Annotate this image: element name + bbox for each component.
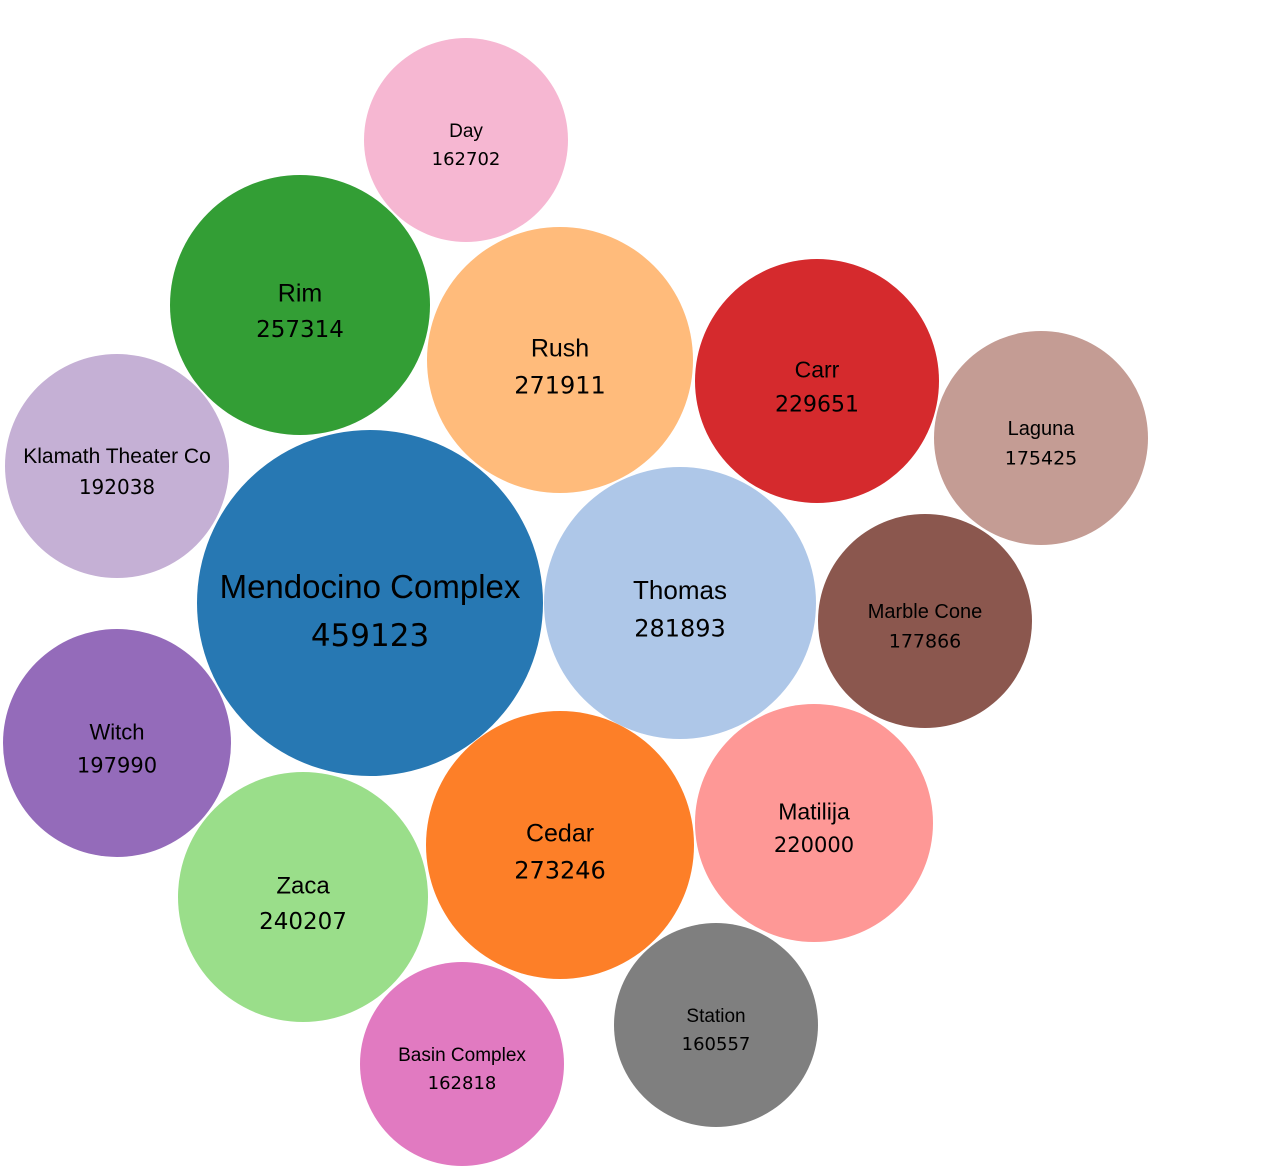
bubble-value-witch: 197990	[77, 753, 157, 777]
bubble-circle-witch	[3, 629, 231, 857]
bubble-value-mendocino-complex: 459123	[311, 618, 429, 654]
bubble-marble-cone: Marble Cone 177866	[818, 514, 1032, 728]
bubble-circle-basin-complex	[360, 962, 564, 1166]
bubble-label-rush: Rush	[531, 334, 589, 362]
bubble-value-rim: 257314	[256, 317, 344, 343]
bubble-label-klamath-theater-co: Klamath Theater Co	[23, 445, 211, 468]
bubble-circle-mendocino-complex	[197, 430, 543, 776]
bubble-label-carr: Carr	[795, 357, 840, 383]
bubble-carr: Carr 229651	[695, 259, 939, 503]
bubble-klamath-theater-co: Klamath Theater Co 192038	[5, 354, 229, 578]
bubble-circle-matilija	[695, 704, 933, 942]
bubble-witch: Witch 197990	[3, 629, 231, 857]
bubble-circle-rim	[170, 175, 430, 435]
bubble-value-zaca: 240207	[259, 909, 347, 935]
bubble-value-rush: 271911	[514, 371, 606, 399]
bubble-label-zaca: Zaca	[276, 872, 330, 899]
bubble-value-marble-cone: 177866	[889, 630, 962, 652]
bubble-mendocino-complex: Mendocino Complex 459123	[197, 430, 543, 776]
bubble-circle-day	[364, 38, 568, 242]
bubble-rush: Rush 271911	[427, 227, 693, 493]
bubble-circle-marble-cone	[818, 514, 1032, 728]
bubble-matilija: Matilija 220000	[695, 704, 933, 942]
bubble-label-matilija: Matilija	[778, 799, 850, 825]
bubble-value-carr: 229651	[775, 393, 859, 418]
bubble-label-day: Day	[449, 121, 483, 142]
bubble-value-cedar: 273246	[514, 856, 606, 884]
bubble-label-marble-cone: Marble Cone	[868, 601, 983, 623]
bubble-basin-complex: Basin Complex 162818	[360, 962, 564, 1166]
bubble-circle-rush	[427, 227, 693, 493]
bubble-circle-station	[614, 923, 818, 1127]
bubble-value-laguna: 175425	[1005, 447, 1078, 469]
bubble-value-basin-complex: 162818	[428, 1073, 497, 1094]
bubble-label-laguna: Laguna	[1008, 418, 1076, 440]
bubble-value-day: 162702	[432, 149, 501, 170]
bubble-label-mendocino-complex: Mendocino Complex	[220, 568, 521, 605]
bubble-value-matilija: 220000	[774, 833, 854, 857]
bubble-label-station: Station	[686, 1006, 745, 1027]
bubble-value-klamath-theater-co: 192038	[79, 475, 155, 499]
bubble-cedar: Cedar 273246	[426, 711, 694, 979]
bubble-circle-klamath-theater-co	[5, 354, 229, 578]
bubble-circle-thomas	[544, 467, 816, 739]
bubble-thomas: Thomas 281893	[544, 467, 816, 739]
bubble-label-rim: Rim	[278, 279, 322, 307]
bubble-circle-cedar	[426, 711, 694, 979]
bubble-circle-laguna	[934, 331, 1148, 545]
bubble-label-basin-complex: Basin Complex	[398, 1045, 526, 1066]
bubble-value-station: 160557	[682, 1034, 751, 1055]
bubble-circle-zaca	[178, 772, 428, 1022]
bubble-label-witch: Witch	[90, 720, 145, 745]
bubble-laguna: Laguna 175425	[934, 331, 1148, 545]
bubble-circle-carr	[695, 259, 939, 503]
bubble-rim: Rim 257314	[170, 175, 430, 435]
bubble-zaca: Zaca 240207	[178, 772, 428, 1022]
bubble-station: Station 160557	[614, 923, 818, 1127]
bubble-label-thomas: Thomas	[633, 575, 727, 605]
bubble-label-cedar: Cedar	[526, 819, 594, 847]
bubble-day: Day 162702	[364, 38, 568, 242]
bubble-value-thomas: 281893	[634, 614, 726, 642]
